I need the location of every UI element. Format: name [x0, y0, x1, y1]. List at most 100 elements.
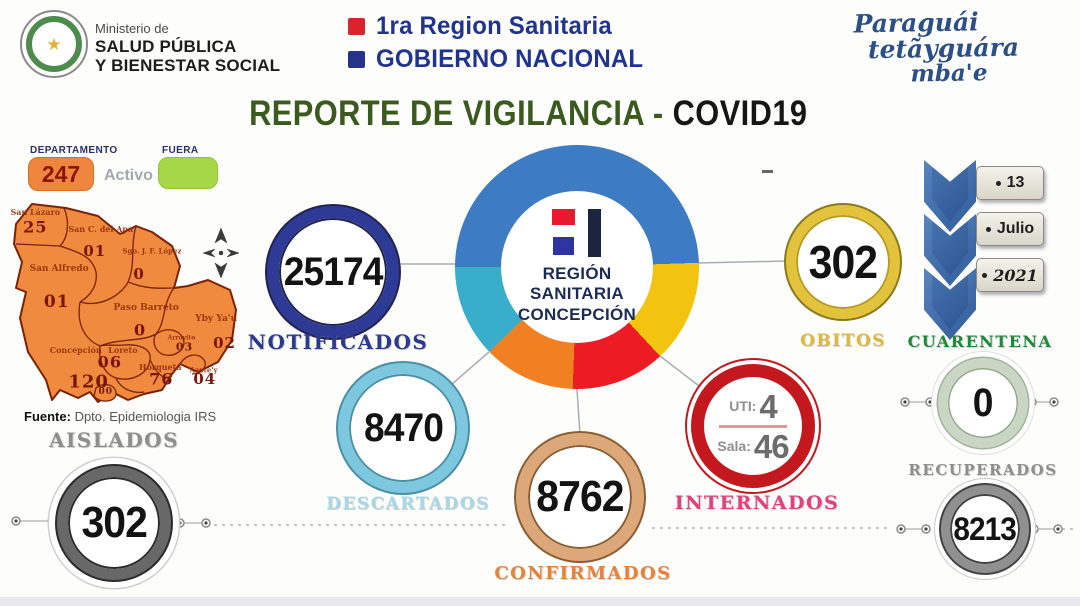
- concepcion-department-map: San Lázaro 25 San C. del Apa 01 Sgo. J. F. L…: [2, 194, 240, 412]
- internados-divider: [719, 424, 787, 428]
- sala-label: Sala:: [717, 438, 751, 454]
- departamento-active-badge: 247: [28, 157, 94, 191]
- cuarentena-value: 0: [973, 380, 994, 425]
- district-value: 03: [175, 340, 194, 354]
- red-square-bullet-icon: [348, 18, 365, 35]
- ministry-line1: SALUD PÚBLICA: [95, 36, 237, 56]
- district-value: 0: [133, 320, 147, 340]
- district-value: 76: [149, 369, 174, 389]
- slogan-line3: mba'e: [910, 59, 988, 88]
- cuarentena-circle: 0: [938, 358, 1028, 448]
- seal-wreath-icon: ★: [26, 16, 82, 72]
- date-tab-year: 2021: [976, 258, 1044, 292]
- logo-navy-bar-icon: [588, 209, 601, 258]
- donut-center-logo: REGIÓN SANITARIA CONCEPCIÓN: [501, 191, 653, 343]
- district-name: Paso Barreto: [113, 303, 179, 314]
- district-value: 120: [68, 371, 109, 393]
- internados-label: INTERNADOS: [674, 492, 840, 514]
- confirmados-circle: 8762: [516, 433, 644, 561]
- map-shape: [13, 203, 237, 403]
- district-value: 01: [43, 292, 70, 313]
- logo-text-line3: CONCEPCIÓN: [517, 304, 637, 324]
- ministry-pre: Ministerio de: [95, 21, 169, 36]
- district-name: Concepción: [49, 345, 102, 356]
- fuera-label: FUERA: [162, 145, 199, 156]
- uti-label: UTI:: [729, 398, 757, 414]
- date-year: 2021: [993, 265, 1038, 285]
- logo-text-line2: SANITARIA: [530, 284, 624, 304]
- org-list: 1ra Region Sanitaria GOBIERNO NACIONAL: [348, 12, 654, 78]
- source-note-bold: Fuente:: [24, 409, 71, 424]
- ministry-line2: Y BIENESTAR SOCIAL: [95, 55, 281, 75]
- donut-chart: REGIÓN SANITARIA CONCEPCIÓN: [455, 145, 699, 389]
- org-region-label: 1ra Region Sanitaria: [376, 12, 612, 40]
- date-tab-month: Julio: [976, 212, 1044, 246]
- notificados-label: NOTIFICADOS: [247, 330, 429, 354]
- aislados-label: AISLADOS: [48, 428, 180, 452]
- aislados-circle: 302: [57, 466, 171, 580]
- recuperados-label: RECUPERADOS: [908, 461, 1058, 479]
- org-row-region: 1ra Region Sanitaria: [348, 12, 654, 41]
- descartados-value: 8470: [363, 405, 443, 450]
- district-name: Sgo. J. F. López: [122, 246, 182, 256]
- bullet-dot-icon: [982, 272, 988, 278]
- source-note: Fuente: Dpto. Epidemiologia IRS: [24, 409, 216, 424]
- page-title-covid: COVID19: [672, 94, 808, 133]
- page-title-green: REPORTE DE VIGILANCIA -: [248, 94, 673, 133]
- internados-circle: UTI: 4 Sala: 46: [691, 364, 815, 488]
- fuera-badge: [158, 157, 218, 189]
- descartados-label: DESCARTADOS: [326, 494, 490, 514]
- date-day: 13: [1006, 174, 1025, 191]
- date-tab-day: 13: [976, 166, 1044, 200]
- district-name: San Alfredo: [29, 264, 89, 275]
- district-name: San Lázaro: [10, 207, 61, 218]
- ministry-seal-logo: ★: [20, 10, 88, 78]
- notificados-value: 25174: [283, 249, 384, 294]
- obitos-circle: 302: [786, 205, 900, 319]
- descartados-circle: 8470: [338, 363, 468, 493]
- blue-square-bullet-icon: [348, 51, 365, 68]
- bullet-dot-icon: [985, 226, 991, 232]
- slogan-script-text: Paraguái tetãyguára mba'e: [839, 6, 1040, 88]
- district-value: 02: [213, 334, 236, 353]
- dash-mark: [762, 170, 773, 173]
- district-name: Yby Ya'u: [195, 314, 238, 325]
- seal-star-icon: ★: [46, 34, 62, 54]
- district-name: San C. del Apa: [68, 224, 134, 235]
- compass-icon: [202, 227, 240, 279]
- sala-value: 46: [753, 427, 790, 465]
- aislados-value: 302: [81, 498, 147, 547]
- activo-label: Activo: [104, 167, 153, 184]
- district-name: Azote'y: [189, 365, 218, 375]
- logo-blue-square-icon: [553, 237, 574, 256]
- district-name: Horqueta: [139, 362, 182, 373]
- recuperados-value: 8213: [953, 510, 1017, 547]
- district-value: 25: [23, 217, 48, 237]
- obitos-label: OBITOS: [800, 331, 886, 351]
- district-value: 06: [97, 352, 122, 372]
- notificados-circle: 25174: [267, 206, 399, 338]
- region-sanitaria-logo-icon: [552, 209, 602, 258]
- date-month: Julio: [996, 220, 1035, 237]
- bottom-strip: [0, 597, 1080, 606]
- district-name: Arroyito: [167, 334, 196, 342]
- cuarentena-label: CUARENTENA: [907, 332, 1053, 351]
- obitos-value: 302: [808, 236, 879, 288]
- org-row-gobierno: GOBIERNO NACIONAL: [348, 45, 654, 74]
- departamento-label: DEPARTAMENTO: [30, 145, 118, 156]
- logo-red-square-icon: [552, 209, 575, 226]
- recuperados-circle: 8213: [941, 485, 1029, 573]
- district-value: 04: [193, 370, 217, 389]
- source-note-rest: Dpto. Epidemiologia IRS: [70, 409, 217, 424]
- confirmados-value: 8762: [536, 472, 624, 521]
- page-title: REPORTE DE VIGILANCIA - COVID19: [0, 94, 1056, 134]
- logo-text-line1: REGIÓN: [542, 264, 612, 284]
- bullet-dot-icon: [995, 180, 1001, 186]
- district-value: 01: [83, 242, 107, 261]
- uti-value: 4: [759, 387, 777, 425]
- ministry-name: Ministerio de SALUD PÚBLICA Y BIENESTAR …: [95, 21, 281, 75]
- confirmados-label: CONFIRMADOS: [494, 563, 672, 584]
- district-name: Loreto: [108, 345, 138, 356]
- district-value: 00: [98, 387, 114, 398]
